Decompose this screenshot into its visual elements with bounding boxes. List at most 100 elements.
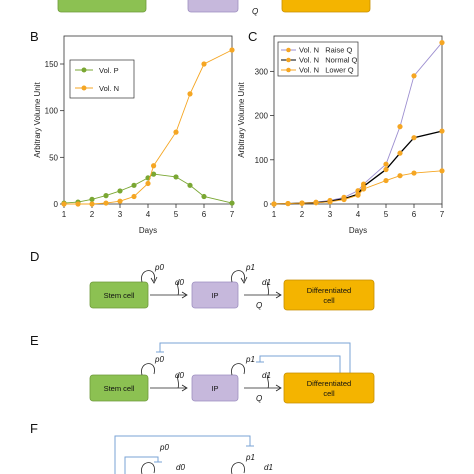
chart-c-legend-label-raise: Vol. N Raise Q: [299, 46, 353, 55]
chart-b-ytick-label: 100: [45, 107, 59, 116]
diagram-e-q-label: Q: [256, 394, 262, 403]
chart-c-legend-label-lower: Vol. N Lower Q: [299, 66, 354, 75]
top-strip-diff-box: [281, 0, 371, 13]
chart-b-legend-marker-p: [81, 67, 87, 73]
chart-c-yticks: 0 100 200 300: [255, 67, 274, 209]
top-strip-q-label: Q: [252, 7, 258, 16]
chart-c-legend: Vol. N Raise Q Vol. N Normal Q Vol. N Lo…: [277, 41, 359, 77]
diagram-d-d0-arrowhead-icon: [181, 291, 188, 299]
diagram-f-d0-label: d0: [176, 463, 185, 472]
chart-b-ytick-label: 150: [45, 60, 59, 69]
chart-c-ytick-label: 0: [264, 200, 269, 209]
diagram-e-d1-arrowhead-icon: [275, 384, 282, 392]
chart-c-ytick-label: 300: [255, 67, 269, 76]
diagram-e-feedback-p0-line: [156, 342, 351, 375]
panel-letter-e: E: [30, 333, 39, 348]
chart-b-point: [103, 200, 109, 206]
chart-c-point: [411, 170, 417, 176]
diagram-f-feedback-inner-line: [124, 456, 162, 474]
chart-b-point: [173, 129, 179, 135]
chart-b-point: [229, 200, 235, 206]
top-strip: Q: [57, 0, 371, 16]
diagram-d-p0-loop-icon: [141, 270, 155, 283]
diagram-f-p0-label: p0: [159, 443, 169, 452]
diagram-d-ip-label: IP: [211, 291, 218, 300]
chart-b-xtick-label: 6: [202, 210, 207, 219]
chart-c-point: [355, 192, 361, 198]
chart-b-point: [187, 182, 193, 188]
chart-b-legend-marker-n: [81, 85, 87, 91]
chart-c-point: [397, 173, 403, 179]
diagram-d-d0-label: d0: [175, 278, 184, 287]
panel-letter-b: B: [30, 29, 39, 44]
chart-b-point: [131, 182, 137, 188]
chart-c-ylabel: Arbitrary Volume Unit: [237, 81, 246, 157]
chart-b-point: [201, 61, 207, 67]
chart-c-xtick-label: 4: [356, 210, 361, 219]
chart-c-legend-label-normal: Vol. N Normal Q: [299, 56, 358, 65]
diagram-f-p1-loop-icon: [231, 462, 245, 474]
chart-b-ylabel: Arbitrary Volume Unit: [33, 81, 42, 157]
chart-b-xtick-label: 7: [230, 210, 235, 219]
chart-c-xtick-label: 6: [412, 210, 417, 219]
top-strip-stem-box: [57, 0, 147, 13]
top-strip-ip-box: [187, 0, 239, 13]
chart-c-xtick-label: 3: [328, 210, 333, 219]
diagram-e-p0-loop-icon: [141, 363, 155, 376]
chart-b-xtick-label: 5: [174, 210, 179, 219]
chart-c-point: [439, 128, 445, 134]
diagram-d-p1-label: p1: [245, 263, 255, 272]
diagram-f-p0-loop-icon: [141, 462, 155, 474]
diagram-e-p0-label: p0: [154, 355, 164, 364]
chart-c-legend-marker-normal: [286, 57, 291, 63]
diagram-e-ip-box: [191, 374, 239, 402]
chart-b-yticks: 0 50 100 150: [45, 60, 64, 209]
chart-b-xtick-label: 2: [90, 210, 95, 219]
diagram-d-ip-box: [191, 281, 239, 309]
chart-c-legend-marker-raise: [286, 47, 291, 53]
diagram-e-feedback-p1-line: [256, 355, 341, 375]
chart-b-xticks: 1 2 3 4 5 6 7: [62, 204, 235, 219]
chart-c-xtick-label: 7: [440, 210, 445, 219]
chart-b: 0 50 100 150 1 2 3 4 5 6 7 Days Arbitrary Volume …: [33, 35, 235, 235]
diagram-e-stem-box: [89, 374, 149, 402]
chart-b-point: [151, 163, 157, 169]
diagram-d-d1-arrowhead-icon: [275, 291, 282, 299]
chart-b-legend-box: [69, 59, 135, 99]
chart-b-point: [117, 198, 123, 204]
chart-b-point: [229, 47, 235, 53]
diagram-e-diff-label-2: cell: [323, 389, 335, 398]
chart-c-ytick-label: 200: [255, 112, 269, 121]
chart-c: 0 100 200 300 1 2 3 4 5 6 7 Days Arbitrary Volume…: [237, 35, 445, 235]
chart-b-ytick-label: 50: [49, 153, 58, 162]
diagram-e-p1-label: p1: [245, 355, 255, 364]
diagram-e-p1-loop-icon: [231, 363, 245, 376]
diagram-e: Stem cell p0 d0 IP p1 d1 Q Differentiate…: [89, 342, 375, 404]
chart-c-xtick-label: 1: [272, 210, 277, 219]
diagram-e-diff-box: [283, 372, 375, 404]
chart-c-xtick-label: 2: [300, 210, 305, 219]
chart-c-point: [383, 161, 389, 167]
chart-b-xlabel: Days: [139, 226, 157, 235]
chart-b-series: [61, 47, 235, 207]
diagram-d-p1-arrowhead-icon: [240, 276, 248, 284]
diagram-e-d1-arrow-icon: [244, 374, 280, 389]
chart-c-point: [439, 40, 445, 46]
chart-b-xtick-label: 1: [62, 210, 67, 219]
chart-c-point: [285, 200, 291, 207]
chart-c-point: [397, 150, 403, 156]
diagram-d-p0-arrowhead-icon: [150, 276, 158, 284]
chart-b-point: [201, 193, 207, 200]
chart-b-xtick-label: 3: [118, 210, 123, 219]
chart-c-point: [411, 73, 417, 79]
chart-b-point: [61, 201, 67, 207]
chart-b-point: [173, 174, 179, 180]
chart-c-xlabel: Days: [349, 226, 367, 235]
diagram-d-d1-arrow-icon: [244, 281, 280, 296]
chart-b-point: [187, 91, 193, 97]
panel-letter-f: F: [30, 421, 38, 436]
chart-c-point: [383, 177, 389, 184]
chart-c-point: [411, 135, 417, 141]
chart-b-ytick-label: 0: [54, 200, 59, 209]
chart-c-point: [397, 124, 403, 130]
